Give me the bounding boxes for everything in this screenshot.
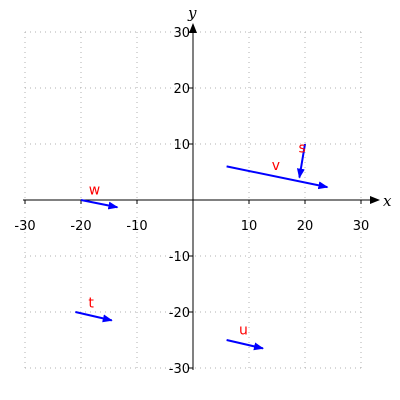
vector-labels: s v w t u (88, 140, 306, 338)
vector-label-u: u (239, 322, 248, 338)
vector-label-s: s (299, 140, 306, 156)
vector-t (75, 311, 113, 323)
axes: xy (23, 4, 392, 370)
x-tick-label: 30 (353, 219, 370, 234)
y-tick-label: 10 (173, 138, 190, 153)
vector-w (80, 199, 119, 210)
y-tick-label: 20 (173, 82, 190, 97)
y-tick-label: -30 (169, 362, 190, 377)
y-axis-label: y (187, 4, 197, 22)
y-tick-label: 30 (173, 26, 190, 41)
vector-label-t: t (88, 296, 94, 312)
vector-u (226, 339, 264, 351)
y-tick-label: -20 (169, 306, 190, 321)
x-axis-label: x (383, 192, 392, 210)
y-tick-label: -10 (169, 250, 190, 265)
vector-v (226, 165, 329, 190)
vector-label-w: w (89, 182, 100, 198)
vector-s (296, 143, 306, 179)
x-tick-label: 10 (241, 219, 258, 234)
vectors (75, 143, 329, 351)
grid (24, 31, 362, 369)
x-tick-label: -20 (70, 219, 91, 234)
x-tick-label: -10 (126, 219, 147, 234)
tick-labels: -30 -20 -10 10 20 30 -30 -20 -10 10 20 30 (14, 26, 369, 377)
x-tick-label: -30 (14, 219, 35, 234)
x-tick-label: 20 (297, 219, 314, 234)
vector-label-v: v (272, 158, 280, 174)
